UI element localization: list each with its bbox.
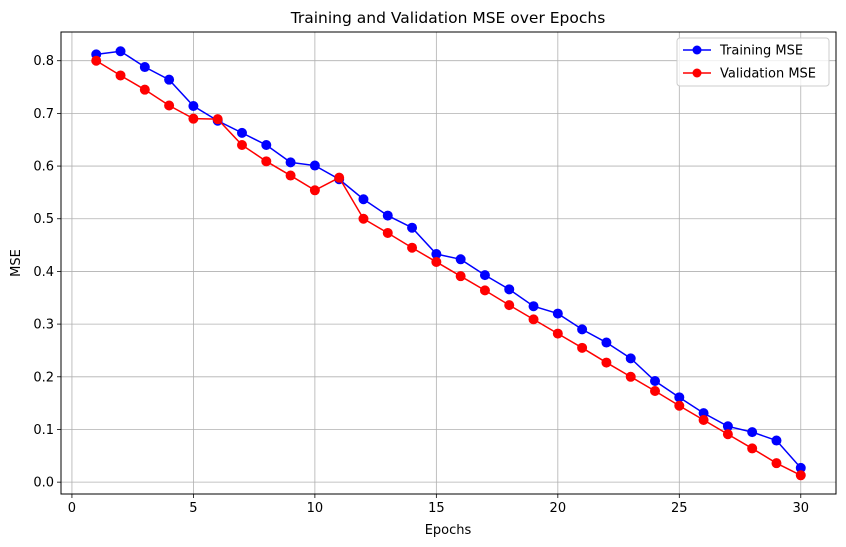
data-point — [236, 127, 247, 138]
data-point — [139, 62, 150, 73]
data-point — [407, 242, 418, 253]
x-tick-label: 5 — [189, 501, 197, 516]
series-1 — [91, 55, 806, 481]
grid — [61, 32, 836, 494]
legend-swatch-training-marker — [692, 45, 702, 55]
data-point — [261, 139, 272, 150]
data-point — [358, 213, 369, 224]
legend-box — [676, 37, 830, 87]
plot-area-frame — [60, 31, 837, 495]
data-point — [528, 314, 539, 325]
chart-title: Training and Validation MSE over Epochs — [290, 9, 606, 27]
data-point — [698, 414, 709, 425]
y-tick-label: 0.6 — [33, 160, 54, 175]
legend-label-validation: Validation MSE — [720, 67, 816, 82]
data-point — [188, 113, 199, 124]
data-point — [285, 170, 296, 181]
data-point — [431, 256, 442, 267]
data-point — [771, 435, 782, 446]
data-point — [504, 300, 515, 311]
y-axis-label: MSE — [9, 249, 24, 277]
series-layer — [91, 46, 806, 481]
data-point — [139, 84, 150, 95]
data-point — [674, 392, 685, 403]
data-point — [504, 284, 515, 295]
legend-swatch-validation-marker — [692, 68, 702, 78]
data-point — [115, 46, 126, 57]
legend: Training MSE Validation MSE — [676, 37, 830, 87]
data-point — [747, 443, 758, 454]
data-point — [479, 270, 490, 281]
x-tick-label: 0 — [68, 501, 76, 516]
data-point — [771, 458, 782, 469]
data-point — [164, 74, 175, 85]
data-point — [212, 114, 223, 125]
y-tick-label: 0.5 — [33, 212, 54, 227]
data-point — [115, 70, 126, 81]
y-tick-label: 0.1 — [33, 423, 54, 438]
data-point — [601, 337, 612, 348]
data-point — [625, 353, 636, 364]
data-point — [164, 100, 175, 111]
data-point — [528, 301, 539, 312]
data-point — [601, 357, 612, 368]
data-point — [747, 427, 758, 438]
data-point — [455, 271, 466, 282]
data-point — [309, 160, 320, 171]
data-point — [358, 194, 369, 205]
data-point — [674, 400, 685, 411]
x-tick-label: 20 — [550, 501, 567, 516]
y-tick-label: 0.2 — [33, 370, 54, 385]
data-point — [91, 55, 102, 66]
data-point — [285, 157, 296, 168]
axes: 0 5 10 15 20 25 30 0.0 0.1 0.2 0.3 0.4 0.5 0.6 0.7 0.8 — [33, 54, 809, 516]
y-tick-label: 0.8 — [33, 54, 54, 69]
data-point — [188, 101, 199, 112]
data-point — [552, 328, 563, 339]
y-tick-label: 0.4 — [33, 265, 54, 280]
data-point — [334, 172, 345, 183]
data-point — [309, 185, 320, 196]
data-point — [382, 227, 393, 238]
data-point — [236, 139, 247, 150]
data-point — [650, 376, 661, 387]
legend-label-training: Training MSE — [719, 44, 803, 59]
y-tick-label: 0.0 — [33, 476, 54, 491]
data-point — [795, 470, 806, 481]
data-point — [479, 285, 490, 296]
data-point — [261, 156, 272, 167]
y-tick-label: 0.7 — [33, 107, 54, 122]
x-axis-label: Epochs — [425, 523, 472, 538]
data-point — [455, 254, 466, 265]
x-tick-label: 30 — [792, 501, 809, 516]
data-point — [552, 308, 563, 319]
x-tick-label: 15 — [428, 501, 445, 516]
data-point — [407, 222, 418, 233]
data-point — [382, 210, 393, 221]
y-tick-label: 0.3 — [33, 318, 54, 333]
data-point — [625, 371, 636, 382]
x-tick-label: 25 — [671, 501, 688, 516]
data-point — [577, 342, 588, 353]
data-point — [722, 429, 733, 440]
data-point — [650, 386, 661, 397]
data-point — [577, 324, 588, 335]
x-tick-label: 10 — [307, 501, 324, 516]
